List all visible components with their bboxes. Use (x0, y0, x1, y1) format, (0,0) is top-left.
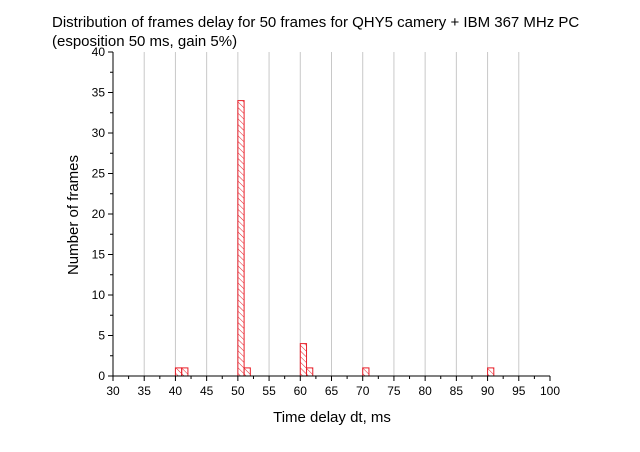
chart-title: Distribution of frames delay for 50 fram… (52, 14, 580, 31)
histogram-bar (362, 367, 370, 377)
x-tick-label: 75 (387, 384, 401, 398)
axes (108, 51, 551, 381)
x-tick-label: 50 (231, 384, 245, 398)
chart-subtitle: (esposition 50 ms, gain 5%) (52, 33, 238, 50)
x-tick-label: 90 (481, 384, 495, 398)
y-tick-label: 25 (92, 167, 106, 181)
histogram-bar (299, 343, 308, 377)
x-tick-label: 30 (106, 384, 120, 398)
bars (174, 100, 495, 377)
x-tick-label: 95 (512, 384, 526, 398)
y-tick-label: 10 (92, 288, 106, 302)
histogram-bar (306, 367, 314, 377)
x-tick-label: 100 (540, 384, 560, 398)
y-axis-label: Number of frames (65, 155, 82, 275)
x-tick-label: 85 (450, 384, 464, 398)
y-tick-label: 30 (92, 126, 106, 140)
x-tick-label: 80 (418, 384, 432, 398)
y-tick-label: 0 (98, 369, 105, 383)
histogram-bar (487, 367, 495, 377)
x-tick-label: 45 (200, 384, 214, 398)
x-tick-label: 65 (325, 384, 339, 398)
histogram-bar (237, 100, 245, 377)
x-tick-label: 35 (138, 384, 152, 398)
tick-labels: 30 35 40 45 50 55 60 65 70 75 80 85 90 95 100 0 5 10 15 20 2… (92, 45, 561, 398)
y-tick-label: 15 (92, 248, 106, 262)
x-tick-label: 40 (169, 384, 183, 398)
y-tick-label: 5 (98, 329, 105, 343)
y-tick-label: 40 (92, 45, 106, 59)
x-tick-label: 70 (356, 384, 370, 398)
histogram-bar (243, 367, 251, 377)
x-tick-label: 60 (294, 384, 308, 398)
histogram-bar (181, 367, 189, 377)
y-tick-label: 35 (92, 86, 106, 100)
y-tick-label: 20 (92, 207, 106, 221)
grid-lines (143, 52, 520, 376)
x-axis-label: Time delay dt, ms (273, 409, 391, 426)
x-tick-label: 55 (262, 384, 276, 398)
histogram-bar (174, 367, 183, 377)
